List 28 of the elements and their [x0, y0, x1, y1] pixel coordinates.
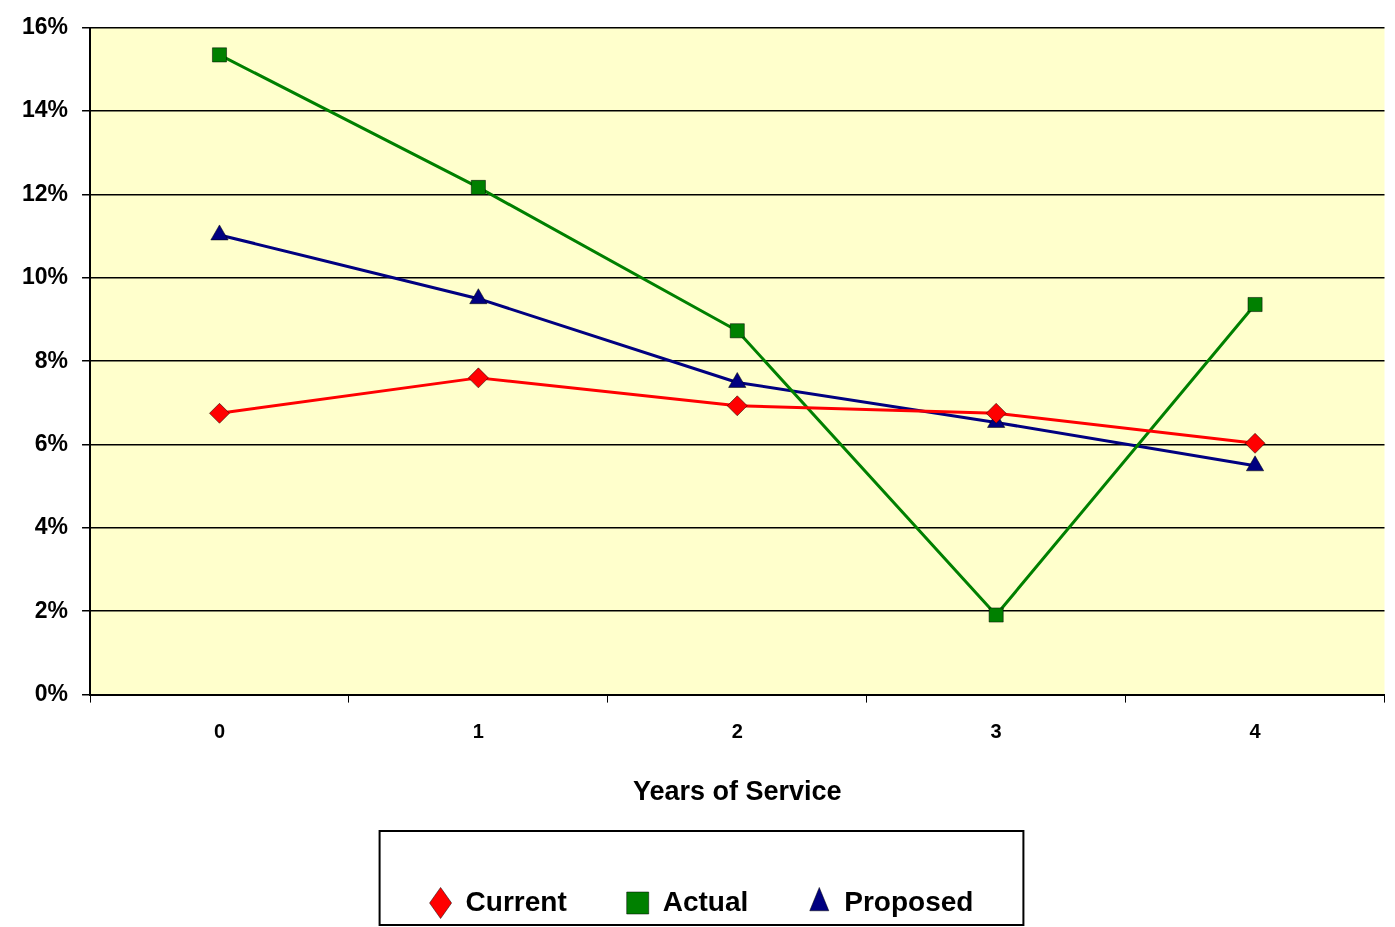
y-tick-label: 4%: [34, 513, 69, 540]
x-axis-title: Years of Service: [632, 776, 842, 807]
legend-label: Proposed: [844, 885, 974, 917]
x-tick-label: 2: [731, 720, 743, 743]
x-tick-label: 1: [472, 720, 484, 743]
x-tick-label: 4: [1249, 720, 1262, 743]
y-tick-label: 0%: [34, 679, 69, 706]
x-tick-label: 0: [213, 720, 226, 743]
y-tick-label: 12%: [21, 179, 69, 206]
point: [212, 47, 227, 63]
x-tick-label: 3: [990, 720, 1002, 743]
point: [471, 180, 486, 195]
y-tick-label: 16%: [21, 13, 69, 40]
y-tick-label: 14%: [21, 96, 69, 123]
point: [988, 607, 1004, 623]
y-tick-label: 8%: [34, 346, 69, 373]
point: [209, 403, 230, 424]
legend-label: Current: [465, 885, 567, 917]
point: [468, 367, 489, 389]
y-tick-label: 6%: [34, 429, 69, 456]
point: [985, 403, 1007, 424]
point: [1247, 297, 1263, 312]
point: [1244, 433, 1266, 454]
y-tick-label: 2%: [34, 596, 69, 623]
point: [729, 323, 745, 339]
point: [727, 395, 748, 417]
legend-label: Actual: [662, 885, 749, 917]
y-tick-label: 10%: [21, 263, 69, 290]
